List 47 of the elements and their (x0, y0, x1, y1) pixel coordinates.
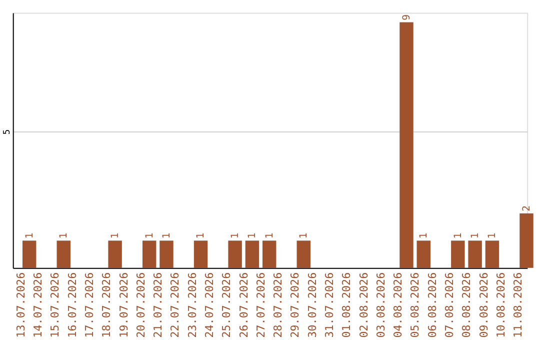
x-tick-label: 27.07.2026 (254, 272, 268, 338)
data-label: 9 (401, 14, 412, 20)
x-tick-label: 02.08.2026 (357, 272, 370, 338)
x-tick-label: 10.08.2026 (494, 272, 508, 338)
data-label: 1 (470, 232, 482, 239)
x-tick-label: 05.08.2026 (408, 272, 422, 338)
data-label: 1 (58, 232, 70, 239)
data-label: 1 (230, 232, 242, 239)
x-tick-label: 31.07.2026 (322, 272, 336, 338)
x-tick-label: 07.08.2026 (442, 272, 456, 338)
x-tick-label: 26.07.2026 (237, 272, 250, 338)
data-label: 1 (264, 232, 276, 239)
data-label: 2 (521, 205, 532, 212)
x-tick-label: 17.07.2026 (82, 272, 96, 338)
x-tick-label: 01.08.2026 (340, 272, 354, 338)
x-tick-label: 21.07.2026 (152, 272, 165, 338)
data-label: 1 (418, 232, 430, 239)
x-tick-label: 30.07.2026 (306, 272, 319, 338)
data-label: 1 (298, 232, 310, 239)
x-tick-label: 23.07.2026 (186, 272, 199, 338)
data-label: 1 (487, 232, 498, 239)
data-label: 1 (247, 232, 258, 239)
x-tick-label: 06.08.2026 (426, 272, 439, 338)
x-tick-label: 09.08.2026 (477, 272, 490, 338)
x-tick-label: 25.07.2026 (220, 272, 234, 338)
y-tick-label: 5 (2, 129, 12, 135)
data-label: 1 (24, 232, 36, 239)
x-tick-label: 22.07.2026 (168, 272, 182, 338)
x-tick-label: 11.08.2026 (512, 272, 525, 338)
x-tick-label: 20.07.2026 (134, 272, 148, 338)
data-label: 1 (144, 232, 156, 239)
data-label: 1 (196, 232, 207, 239)
x-tick-label: 04.08.2026 (392, 272, 405, 338)
x-tick-label: 15.07.2026 (48, 272, 62, 338)
x-tick-label: 18.07.2026 (100, 272, 114, 338)
x-tick-label: 29.07.2026 (288, 272, 302, 338)
x-tick-label: 13.07.2026 (14, 272, 28, 338)
x-tick-label: 08.08.2026 (460, 272, 474, 338)
x-tick-label: 16.07.2026 (66, 272, 79, 338)
x-tick-label: 28.07.2026 (272, 272, 285, 338)
data-label: 1 (452, 232, 464, 239)
x-tick-label: 03.08.2026 (374, 272, 388, 338)
x-tick-label: 14.07.2026 (32, 272, 45, 338)
x-tick-label: 19.07.2026 (117, 272, 130, 338)
data-label: 1 (161, 232, 172, 239)
data-label: 1 (110, 232, 122, 239)
x-tick-label: 24.07.2026 (202, 272, 216, 338)
